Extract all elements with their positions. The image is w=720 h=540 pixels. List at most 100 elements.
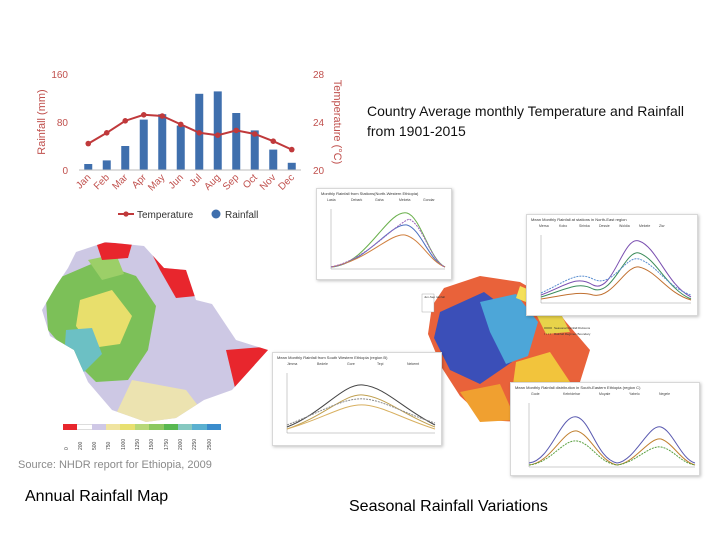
rainfall-bar [121,146,130,170]
rainfall-bar [287,162,296,170]
mini-legend-item: Tepi [377,362,384,366]
mini-legend-item: Ziw [659,224,665,228]
y-axis-left-label: Rainfall (mm) [36,89,48,154]
rainfall-bar [269,149,278,170]
mini-legend-item: Gore [347,362,355,366]
legend-swatch [106,424,121,430]
y-tick-right: 28 [313,70,325,81]
mini-legend-item: Meketa [399,198,411,202]
temperature-point [288,146,295,153]
x-tick-label: Nov [258,172,278,192]
legend-rainfall-marker [211,209,221,219]
x-tick-label: Apr [130,172,149,191]
temperature-point [103,130,110,136]
legend-value: 1250 [135,439,141,450]
x-tick-label: Jun [167,172,186,191]
mini-legend-item: Nekemt [407,362,419,366]
temperature-point [196,130,203,136]
temperature-point [85,140,92,147]
y-tick-left: 0 [62,166,68,177]
mini-legend-item: Gaha [375,198,384,202]
legend-value: 500 [92,441,98,450]
mini-chart-title: Mean Monthly Rainfall at stations in Nor… [531,217,627,222]
x-tick-label: Jul [188,172,205,189]
legend-swatch [63,424,78,430]
temperature-point [233,127,240,134]
rainfall-bar [84,164,93,170]
map-zone-north-wet [88,254,124,280]
map-zone-red-south-east [226,346,268,400]
map-source: Source: NHDR report for Ethiopia, 2009 [18,459,212,471]
mini-legend-item: Woldia [619,224,630,228]
mini-legend-item: Mekele [639,224,650,228]
temperature-point [251,131,258,137]
legend-value: 200 [78,441,84,450]
x-tick-label: Dec [277,172,297,192]
mini-chart-title: Monthly Rainfall from Stations(North-Wes… [321,191,419,196]
mini-legend-item: Moyale [599,392,610,396]
mini-legend-item: Negele [659,392,670,396]
mini-legend-item: Gode [531,392,540,396]
legend-value: 2000 [178,439,184,450]
mini-chart-title: Mean Monthly Rainfall distribution in So… [515,385,641,390]
mini-chart-top-right: Mean Monthly Rainfall at stations in Nor… [526,214,698,316]
legend-swatch [163,424,178,430]
rainfall-bar [158,114,167,170]
x-tick-label: Sep [221,172,242,193]
temperature-point [177,121,184,128]
rainfall-bar [232,113,241,170]
mini-legend-item: Kebridehar [563,392,581,396]
legend-value: 0 [64,447,70,450]
seasonal-map-legend-label: Jun-Sep rainfall [424,295,445,299]
legend-value: 750 [106,441,112,450]
map-zone-red-north [96,242,132,260]
legend-value: 2250 [192,439,198,450]
legend-swatch [134,424,150,430]
chart-caption: Country Average monthly Temperature and … [367,103,684,140]
mini-legend-item: Debark [351,198,363,202]
temperature-point [122,118,129,124]
mini-legend-item: Dessie [599,224,610,228]
map-legend-bar [63,424,221,430]
mini-legend-item: Mersa [539,224,549,228]
legend-swatch [120,424,135,430]
mini-chart-bottom-right: Mean Monthly Rainfall distribution in So… [510,382,700,476]
legend-value: 1750 [164,439,170,450]
mini-legend-item: Yabelo [629,392,640,396]
temperature-point [214,132,221,138]
y-tick-left: 160 [51,70,68,81]
y-tick-right: 20 [313,166,325,177]
caption-annual-rainfall-map: Annual Rainfall Map [25,488,169,505]
temperature-point [159,113,166,119]
rainfall-bar [102,160,111,170]
mini-chart-bottom-left: Mean Monthly Rainfall from South Western… [272,352,442,446]
legend-swatch [77,424,92,430]
legend-value: 1000 [121,439,127,450]
map-legend-values: 0 200 500 750 1000 1250 1500 1750 2000 2… [64,439,213,450]
x-tick-label: May [146,172,167,193]
legend-value: 1500 [149,439,155,450]
legend-value: 2500 [207,439,213,450]
boundary-legend-1: Seasonal Rainfall Divisions [554,326,591,330]
x-tick-label: Aug [203,172,223,192]
mini-legend-item: Lasta [327,198,336,202]
x-tick-label: Oct [241,172,260,191]
y-tick-right: 24 [313,118,325,129]
mini-legend-item: Sirinka [579,224,590,228]
mini-legend-item: Bedele [317,362,328,366]
caption-seasonal-rainfall: Seasonal Rainfall Variations [349,498,548,515]
y-tick-left: 80 [57,118,69,129]
x-tick-label: Feb [92,172,112,192]
temperature-series-line [87,113,293,151]
legend-swatch [149,424,164,430]
legend-swatch [177,424,193,430]
legend-rainfall-label: Rainfall [225,210,258,221]
legend-swatch [91,424,107,430]
mini-legend-item: Kobo [559,224,567,228]
temperature-point [270,138,277,144]
mini-legend-item: Jimma [287,362,297,366]
legend-swatch [206,424,221,430]
annual-rainfall-map [42,242,268,422]
legend-temperature-label: Temperature [137,210,194,221]
